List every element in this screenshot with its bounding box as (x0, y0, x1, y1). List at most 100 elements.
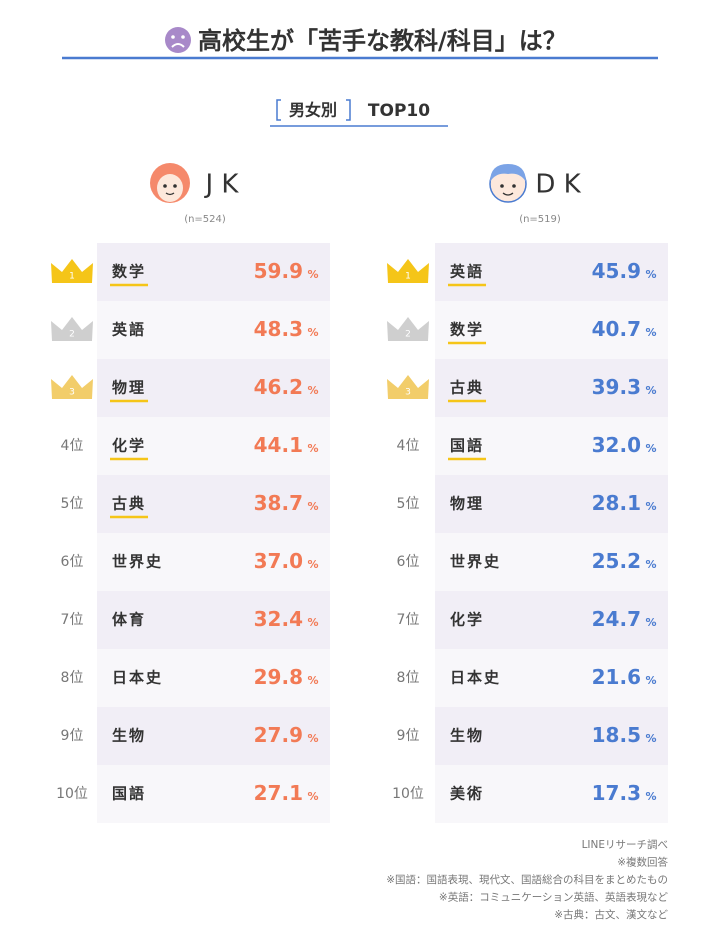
rank-label: 1 (405, 272, 411, 282)
value: 21.6 (592, 665, 641, 689)
subject: 日本史 (450, 669, 501, 687)
subject: 生物 (112, 727, 146, 745)
subject: 化学 (112, 437, 146, 455)
rank-label: 9位 (61, 728, 84, 744)
value: 40.7 (592, 317, 641, 341)
value-number: 40.7 (592, 317, 641, 341)
value: 44.1 (254, 433, 303, 457)
value: 27.1 (254, 781, 303, 805)
value-unit: % (645, 268, 656, 281)
value-number: 39.3 (592, 375, 641, 399)
value-unit: % (307, 326, 318, 339)
row-bg (97, 301, 330, 359)
rank-label: 5位 (397, 496, 420, 512)
rank-label: 3 (69, 388, 75, 398)
value-number: 18.5 (592, 723, 641, 747)
value: 32.4 (254, 607, 303, 631)
value: 38.7 (254, 491, 303, 515)
row-bg (97, 765, 330, 823)
value-number: 32.0 (592, 433, 641, 457)
value: 24.7 (592, 607, 641, 631)
row-bg (435, 707, 668, 765)
row-bg (435, 301, 668, 359)
value-number: 48.3 (254, 317, 303, 341)
value-number: 59.9 (254, 259, 303, 283)
row-bg (435, 243, 668, 301)
subject: 数学 (112, 263, 146, 281)
footnote: ※古典：古文、漢文など (554, 908, 668, 921)
value-number: 21.6 (592, 665, 641, 689)
sample-size: (n=519) (519, 214, 561, 225)
value-unit: % (307, 674, 318, 687)
crown (51, 317, 93, 341)
rank-label: 9位 (397, 728, 420, 744)
crown (51, 375, 93, 399)
subtitle-label: 男女別 (289, 101, 337, 120)
value-number: 25.2 (592, 549, 641, 573)
subject: 日本史 (112, 669, 163, 687)
row-bg (97, 243, 330, 301)
crown (387, 375, 429, 399)
value-unit: % (645, 558, 656, 571)
rank-label: 5位 (61, 496, 84, 512)
value-unit: % (645, 732, 656, 745)
rank-label: 6位 (397, 554, 420, 570)
value-unit: % (645, 500, 656, 513)
rank-label: 8位 (61, 670, 84, 686)
row-bg (97, 475, 330, 533)
value-unit: % (307, 384, 318, 397)
rank-label: 7位 (397, 612, 420, 628)
value: 37.0 (254, 549, 303, 573)
subject: 数学 (450, 321, 484, 339)
value: 29.8 (254, 665, 303, 689)
crown (51, 259, 93, 283)
crown (387, 259, 429, 283)
value: 48.3 (254, 317, 303, 341)
value-unit: % (307, 268, 318, 281)
value-number: 46.2 (254, 375, 303, 399)
footnote: ※国語：国語表現、現代文、国語総合の科目をまとめたもの (386, 873, 668, 886)
subject: 英語 (450, 263, 484, 281)
sad-icon (165, 27, 191, 53)
subject: 物理 (112, 379, 146, 397)
sample-size: (n=524) (184, 214, 226, 225)
subtitle-rest: TOP10 (368, 101, 430, 121)
row-bg (97, 533, 330, 591)
value: 59.9 (254, 259, 303, 283)
value-number: 28.1 (592, 491, 641, 515)
footnote: ※複数回答 (617, 856, 668, 869)
value-unit: % (645, 616, 656, 629)
subject: 化学 (450, 611, 484, 629)
value-number: 44.1 (254, 433, 303, 457)
rank-label: 10位 (392, 786, 424, 802)
value-number: 38.7 (254, 491, 303, 515)
value-unit: % (307, 616, 318, 629)
row-bg (435, 649, 668, 707)
value-number: 24.7 (592, 607, 641, 631)
subject: 英語 (112, 321, 146, 339)
value-unit: % (645, 442, 656, 455)
rank-label: 10位 (56, 786, 88, 802)
subject: 古典 (450, 379, 484, 397)
value-unit: % (645, 790, 656, 803)
row-bg (435, 765, 668, 823)
value: 46.2 (254, 375, 303, 399)
subject: 国語 (450, 437, 484, 455)
row-bg (97, 359, 330, 417)
value-number: 27.9 (254, 723, 303, 747)
value-number: 17.3 (592, 781, 641, 805)
girl-icon (150, 163, 190, 203)
column-name: J K (204, 170, 240, 200)
row-bg (97, 417, 330, 475)
rank-label: 7位 (61, 612, 84, 628)
value-number: 45.9 (592, 259, 641, 283)
row-bg (435, 533, 668, 591)
row-bg (435, 591, 668, 649)
subject: 美術 (450, 785, 484, 803)
subject: 体育 (112, 611, 146, 629)
rank-label: 4位 (397, 438, 420, 454)
value-unit: % (645, 384, 656, 397)
row-bg (97, 707, 330, 765)
